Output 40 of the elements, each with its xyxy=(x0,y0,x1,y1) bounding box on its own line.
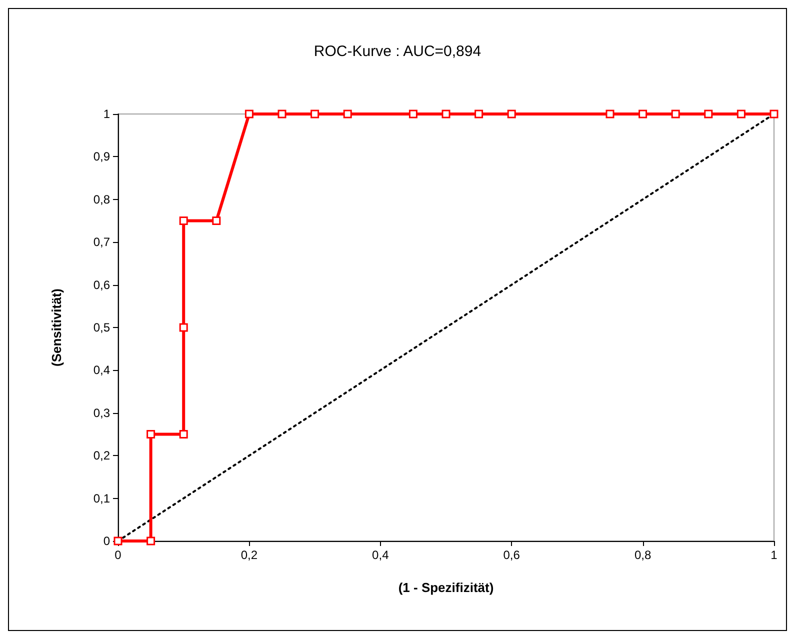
x-tick-label: 0,2 xyxy=(240,548,258,562)
y-tick-label: 0,7 xyxy=(93,235,110,250)
point xyxy=(736,110,746,118)
point xyxy=(474,110,484,118)
y-tick-label: 0,8 xyxy=(93,192,110,206)
y-tick-label: 0,4 xyxy=(93,363,110,378)
point xyxy=(507,110,516,118)
y-tick-label: 0 xyxy=(103,534,110,548)
point xyxy=(146,430,156,438)
x-tick-label: 0,6 xyxy=(503,548,520,562)
y-tick-label: 0,6 xyxy=(93,278,110,292)
y-tick-label: 0,3 xyxy=(93,406,110,420)
point xyxy=(146,536,156,546)
point xyxy=(244,110,254,118)
point xyxy=(606,110,614,118)
x-tick-label: 1 xyxy=(770,548,778,562)
x-axis-title: (1 - Spezifizität) xyxy=(398,580,494,595)
chart-title: ROC-Kurve : AUC=0,894 xyxy=(314,43,482,60)
y-tick-label: 0,5 xyxy=(93,320,110,334)
x-tick-label: 0,4 xyxy=(372,548,390,562)
point xyxy=(310,110,320,118)
point xyxy=(179,430,188,438)
y-axis-title: (Sensitivität) xyxy=(49,288,64,367)
point xyxy=(704,110,713,118)
point xyxy=(770,110,778,118)
point xyxy=(278,110,286,118)
point xyxy=(179,216,188,225)
y-tick-label: 0,1 xyxy=(93,491,110,506)
y-tick-label: 0,2 xyxy=(93,448,110,463)
x-tick-label: 0,8 xyxy=(634,548,652,562)
x-tick-label: 0 xyxy=(114,548,122,562)
point xyxy=(343,110,352,118)
point xyxy=(212,216,221,225)
point xyxy=(638,110,648,118)
point xyxy=(442,110,450,118)
point xyxy=(408,110,418,118)
point xyxy=(179,323,188,332)
point xyxy=(671,110,680,118)
y-tick-label: 1 xyxy=(103,107,110,121)
y-tick-label: 0,9 xyxy=(93,150,110,164)
